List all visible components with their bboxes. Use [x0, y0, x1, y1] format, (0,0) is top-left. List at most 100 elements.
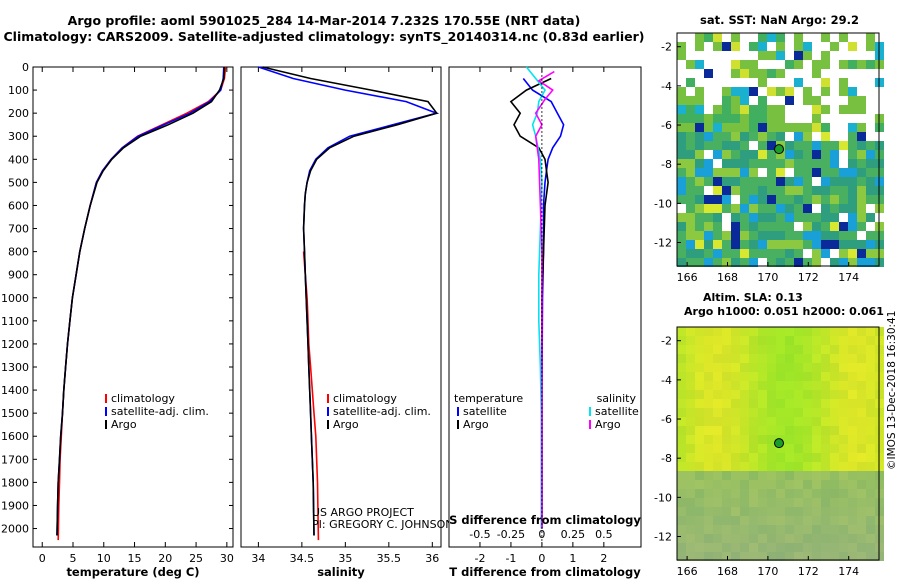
- map-cell: [776, 390, 785, 399]
- map-cell: [776, 471, 785, 480]
- map-cell: [839, 168, 848, 177]
- map-cell: [803, 345, 812, 354]
- map-cell: [722, 336, 731, 345]
- map-cell: [812, 543, 821, 552]
- map-cell: [812, 435, 821, 444]
- map-cell: [794, 372, 803, 381]
- map-cell: [794, 150, 803, 159]
- map-cell: [713, 372, 722, 381]
- map-cell: [758, 150, 767, 159]
- map-cell: [830, 426, 839, 435]
- legend-label: Argo: [333, 418, 359, 431]
- map-cell: [767, 141, 776, 150]
- map-cell: [677, 471, 686, 480]
- map-cell: [794, 453, 803, 462]
- map-cell: [749, 159, 758, 168]
- difference-panel: -2 -1 0 1 2T difference from climatology S di…: [448, 66, 642, 579]
- map-cell: [776, 327, 785, 336]
- map-cell: [713, 249, 722, 258]
- map-cell: [794, 123, 803, 132]
- y-tick-label: 600: [8, 199, 29, 212]
- salinity-panel: 34 34.5 35 35.5 36 salinity climatologysatelli…: [240, 66, 453, 579]
- map-cell: [686, 363, 695, 372]
- map-cell: [722, 453, 731, 462]
- map-cell: [776, 249, 785, 258]
- map-cell: [830, 525, 839, 534]
- sst-map-panel: 166 168 170 172 174 -2 -4 -6 -8 -10 -12: [654, 32, 884, 284]
- map-cell: [776, 399, 785, 408]
- map-cell: [767, 168, 776, 177]
- map-cell: [695, 480, 704, 489]
- map-y-tick-label: -6: [661, 119, 672, 132]
- map-cell: [785, 354, 794, 363]
- map-cell: [767, 435, 776, 444]
- map-cell: [749, 462, 758, 471]
- map-cell: [695, 240, 704, 249]
- map-cell: [812, 489, 821, 498]
- s-tick-label: -0.25: [497, 528, 525, 541]
- map-cell: [740, 507, 749, 516]
- map-cell: [785, 213, 794, 222]
- map-cell: [686, 444, 695, 453]
- map-cell: [740, 96, 749, 105]
- map-cell: [758, 159, 767, 168]
- map-cell: [686, 372, 695, 381]
- map-cell: [785, 345, 794, 354]
- map-cell: [866, 525, 875, 534]
- map-cell: [821, 213, 830, 222]
- map-cell: [812, 114, 821, 123]
- map-cell: [785, 336, 794, 345]
- map-cell: [722, 105, 731, 114]
- map-cell: [722, 489, 731, 498]
- map-cell: [794, 417, 803, 426]
- map-cell: [704, 168, 713, 177]
- map-cell: [704, 258, 713, 267]
- map-cell: [866, 534, 875, 543]
- map-cell: [704, 159, 713, 168]
- map-cell: [812, 462, 821, 471]
- map-cell: [722, 399, 731, 408]
- map-cell: [848, 249, 857, 258]
- map-cell: [749, 363, 758, 372]
- map-cell: [758, 345, 767, 354]
- map-cell: [776, 489, 785, 498]
- map-cell: [821, 150, 830, 159]
- map-cell: [821, 453, 830, 462]
- map-cell: [767, 159, 776, 168]
- map-cell: [830, 336, 839, 345]
- map-cell: [794, 498, 803, 507]
- map-cell: [731, 462, 740, 471]
- map-cell: [794, 249, 803, 258]
- map-cell: [857, 507, 866, 516]
- map-cell: [812, 327, 821, 336]
- map-cell: [830, 345, 839, 354]
- map-cell: [713, 435, 722, 444]
- map-cell: [839, 507, 848, 516]
- map-cell: [731, 132, 740, 141]
- map-cell: [704, 336, 713, 345]
- map-cell: [776, 372, 785, 381]
- map-cell: [740, 87, 749, 96]
- map-cell: [749, 372, 758, 381]
- map-cell: [857, 222, 866, 231]
- map-cell: [785, 462, 794, 471]
- map-cell: [767, 525, 776, 534]
- map-cell: [704, 444, 713, 453]
- map-cell: [686, 471, 695, 480]
- map-cell: [830, 552, 839, 561]
- map-cell: [803, 408, 812, 417]
- map-cell: [704, 381, 713, 390]
- map-cell: [776, 195, 785, 204]
- map-cell: [803, 42, 812, 51]
- map-cell: [866, 60, 875, 69]
- map-cell: [722, 258, 731, 267]
- map-cell: [866, 213, 875, 222]
- map-cell: [794, 132, 803, 141]
- map-cell: [812, 123, 821, 132]
- map-cell: [722, 123, 731, 132]
- map-cell: [785, 204, 794, 213]
- map-cell: [776, 105, 785, 114]
- map-cell: [839, 78, 848, 87]
- map-cell: [677, 399, 686, 408]
- map-cell: [821, 51, 830, 60]
